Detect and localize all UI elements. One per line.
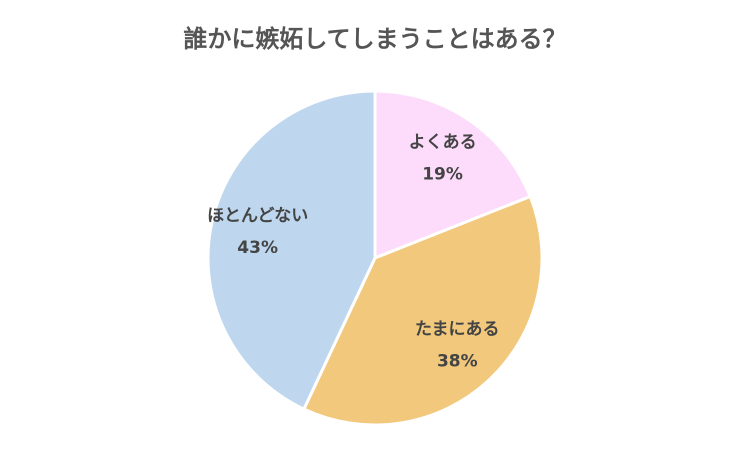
pie-slice — [206, 89, 377, 412]
pie-slice — [373, 89, 533, 261]
slice-value: 19% — [422, 165, 463, 185]
slice-value: 38% — [437, 352, 478, 372]
slice-label: たまにある — [415, 320, 500, 340]
slice-label: よくある — [409, 133, 477, 153]
slice-value: 43% — [237, 238, 278, 258]
chart-title: 誰かに嫉妬してしまうことはある？ — [183, 25, 566, 53]
pie-slice — [301, 194, 544, 427]
slice-label: ほとんどない — [207, 206, 308, 226]
